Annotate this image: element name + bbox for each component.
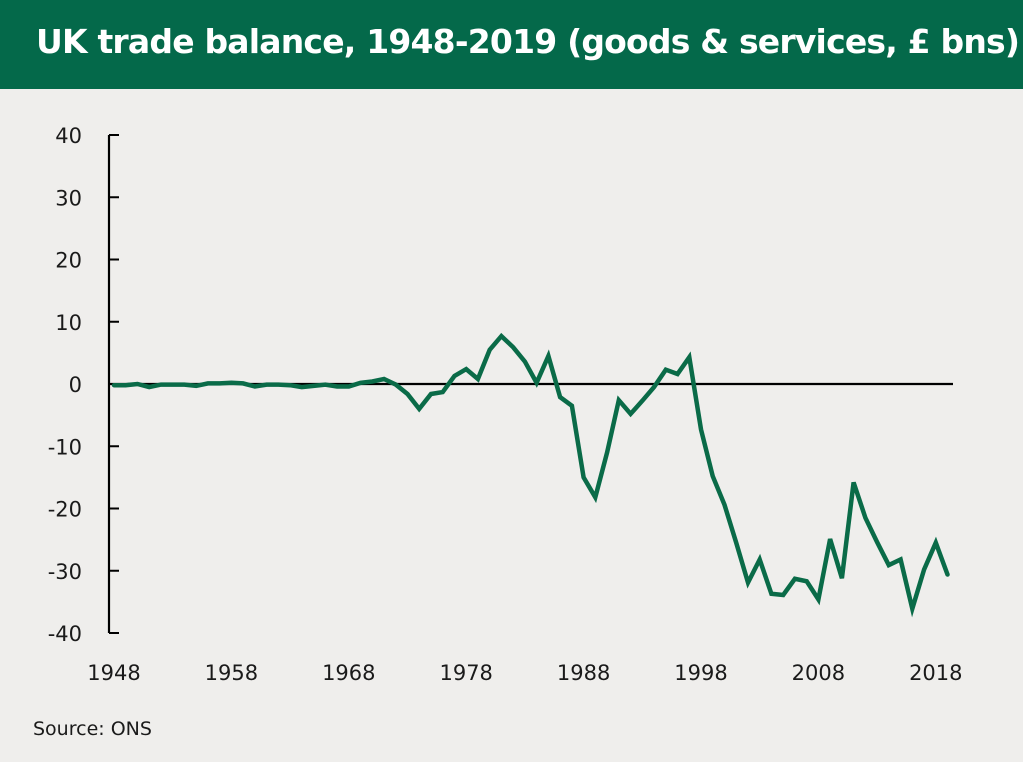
y-tick-label: 40 — [55, 124, 82, 148]
x-tick-label: 1968 — [322, 661, 375, 685]
x-tick-label: 1958 — [205, 661, 258, 685]
y-tick-label: -30 — [48, 560, 82, 584]
x-axis: 1948 1958 1968 1978 1988 1998 2008 2018 — [87, 661, 962, 685]
x-tick-label: 1998 — [674, 661, 727, 685]
chart-title: UK trade balance, 1948-2019 (goods & ser… — [36, 22, 1020, 61]
x-tick-label: 1978 — [439, 661, 492, 685]
y-tick-label: 0 — [69, 373, 82, 397]
y-tick-label: -20 — [48, 498, 82, 522]
y-tick-label: -40 — [48, 622, 82, 646]
title-bar: UK trade balance, 1948-2019 (goods & ser… — [0, 0, 1023, 89]
trade-balance-line — [111, 332, 950, 618]
y-axis: 40 30 20 10 0 -10 -20 -30 -40 — [48, 124, 119, 646]
x-tick-label: 2008 — [792, 661, 845, 685]
x-tick-label: 1988 — [557, 661, 610, 685]
y-tick-label: 30 — [55, 186, 82, 210]
x-tick-label: 2018 — [909, 661, 962, 685]
source-note: Source: ONS — [33, 718, 152, 740]
y-tick-label: -10 — [48, 435, 82, 459]
y-tick-label: 10 — [55, 311, 82, 335]
x-tick-label: 1948 — [87, 661, 140, 685]
y-tick-label: 20 — [55, 249, 82, 273]
